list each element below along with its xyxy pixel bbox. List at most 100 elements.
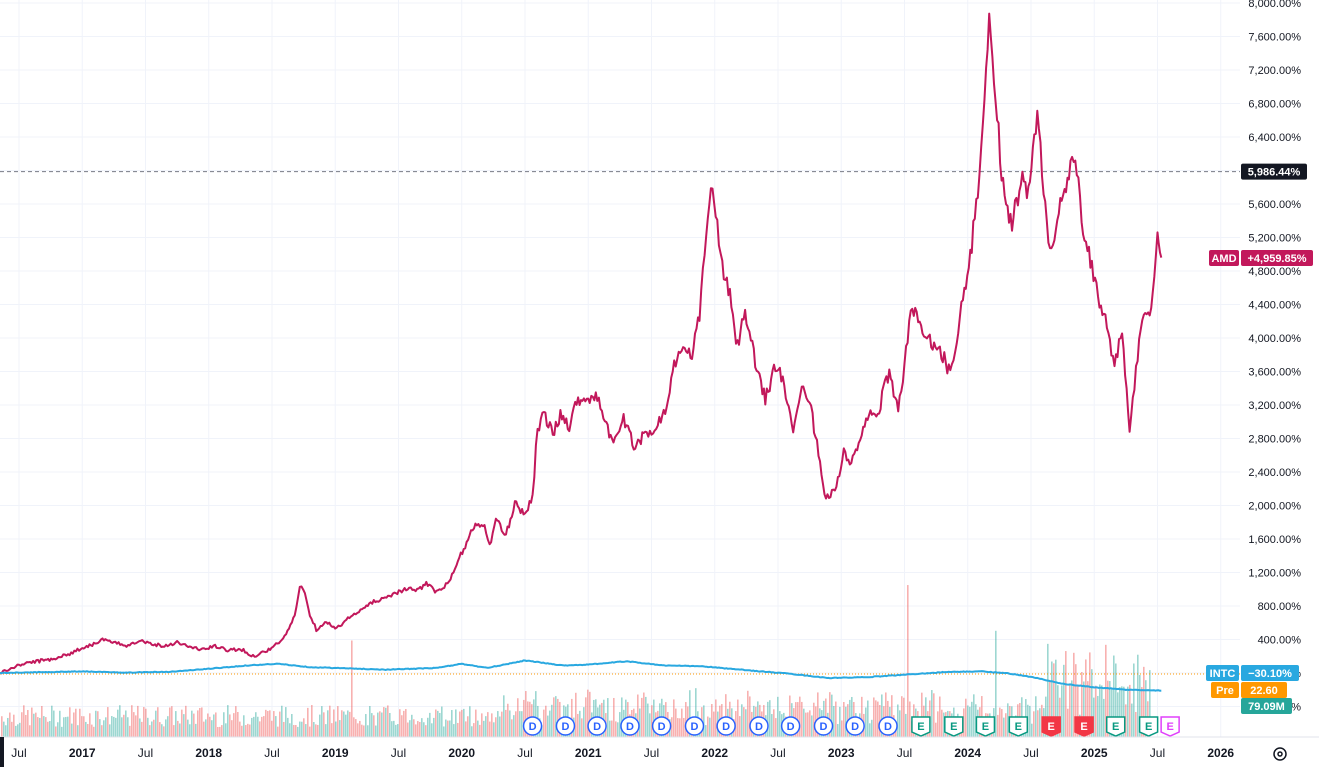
volume-bar bbox=[799, 696, 801, 737]
volume-bar bbox=[581, 718, 583, 737]
volume-bar bbox=[419, 721, 421, 737]
series-tags: 5,986.44% AMD +4,959.85% INTC −30.10% Pre 22.6… bbox=[1206, 163, 1313, 714]
earnings-marker[interactable]: E bbox=[975, 716, 996, 737]
volume-bar bbox=[621, 697, 623, 737]
volume-bar bbox=[395, 724, 397, 737]
volume-bar bbox=[479, 724, 481, 737]
price-scale[interactable]: 8,000.00% 7,600.00% 7,200.00% 6,800.00% 6,40… bbox=[1248, 0, 1301, 747]
dividend-marker[interactable]: D bbox=[684, 716, 705, 736]
y-tick-label: 6,800.00% bbox=[1248, 99, 1301, 111]
volume-bar bbox=[619, 712, 621, 737]
y-tick-label: 4,000.00% bbox=[1248, 333, 1301, 345]
volume-bar bbox=[1121, 686, 1123, 737]
volume-bar bbox=[885, 692, 887, 737]
volume-bar bbox=[1143, 666, 1145, 737]
volume-bar bbox=[571, 698, 573, 737]
scroll-handle[interactable] bbox=[0, 737, 4, 767]
earnings-marker[interactable]: E bbox=[1041, 716, 1061, 737]
volume-bar bbox=[963, 708, 965, 737]
volume-bar bbox=[475, 709, 477, 737]
dividend-marker[interactable]: D bbox=[716, 716, 736, 736]
volume-bar bbox=[501, 711, 503, 737]
dividend-marker[interactable]: D bbox=[845, 716, 865, 736]
dividend-marker[interactable]: D bbox=[813, 716, 834, 736]
volume-bar bbox=[397, 724, 399, 737]
volume-bar bbox=[689, 690, 691, 737]
volume-bar bbox=[833, 706, 835, 737]
volume-bar bbox=[439, 712, 441, 737]
volume-bar bbox=[235, 706, 237, 737]
earnings-marker[interactable]: E bbox=[911, 716, 931, 737]
dividend-marker[interactable]: D bbox=[749, 716, 769, 736]
dividend-marker[interactable]: D bbox=[522, 716, 543, 736]
dividend-marker[interactable]: D bbox=[780, 716, 801, 736]
intc-line[interactable] bbox=[0, 659, 1162, 692]
svg-text:D: D bbox=[529, 721, 537, 733]
y-tick-label: 3,600.00% bbox=[1248, 367, 1301, 379]
amd-line[interactable] bbox=[0, 12, 1163, 675]
volume-bar bbox=[445, 719, 447, 737]
volume-bar bbox=[383, 707, 385, 737]
dividend-marker[interactable]: D bbox=[620, 716, 640, 736]
dividend-marker[interactable]: D bbox=[587, 716, 607, 736]
volume-bar bbox=[401, 715, 403, 737]
volume-bar bbox=[577, 713, 579, 737]
dividend-marker[interactable]: D bbox=[651, 716, 672, 736]
volume-bar bbox=[871, 719, 873, 737]
earnings-marker[interactable]: E bbox=[944, 716, 964, 737]
volume-bar bbox=[775, 718, 777, 737]
volume-bar bbox=[115, 717, 117, 737]
y-tick-label: 800.00% bbox=[1258, 601, 1302, 613]
volume-bar bbox=[217, 726, 219, 737]
svg-text:E: E bbox=[1015, 721, 1022, 733]
volume-bar bbox=[7, 717, 9, 737]
volume-bar bbox=[57, 722, 59, 737]
svg-text:E: E bbox=[1145, 721, 1152, 733]
volume-bar bbox=[273, 711, 275, 737]
earnings-marker[interactable]: E bbox=[1138, 716, 1159, 737]
volume-bar bbox=[357, 723, 359, 737]
volume-bar bbox=[261, 716, 263, 737]
volume-bar bbox=[199, 707, 201, 737]
volume-bar bbox=[323, 712, 325, 737]
svg-text:D: D bbox=[820, 721, 828, 733]
volume-bar bbox=[193, 713, 195, 737]
volume-bar bbox=[805, 712, 807, 737]
volume-bar bbox=[41, 705, 43, 737]
volume-bar bbox=[347, 710, 349, 737]
volume-bar bbox=[207, 713, 209, 737]
volume-bar bbox=[609, 720, 611, 737]
earnings-marker[interactable]: E bbox=[1105, 716, 1126, 737]
volume-bar bbox=[585, 697, 587, 737]
volume-bar bbox=[59, 710, 61, 737]
earnings-marker[interactable]: E bbox=[1008, 716, 1029, 737]
volume-bar bbox=[275, 716, 277, 737]
volume-bar bbox=[393, 720, 395, 737]
volume-bar bbox=[37, 717, 39, 737]
volume-bar bbox=[835, 701, 837, 737]
volume-bar bbox=[499, 716, 501, 737]
volume-bar bbox=[873, 697, 875, 737]
svg-text:D: D bbox=[626, 721, 634, 733]
dividend-marker[interactable]: D bbox=[878, 716, 898, 736]
volume-bar bbox=[1109, 681, 1111, 737]
volume-bar bbox=[61, 726, 63, 737]
volume-bar bbox=[877, 701, 879, 737]
earnings-marker[interactable]: E bbox=[1160, 716, 1180, 737]
dividend-marker[interactable]: D bbox=[555, 716, 576, 736]
volume-bar bbox=[771, 714, 773, 737]
volume-bar bbox=[269, 710, 271, 737]
time-scale[interactable]: Jul 2017 Jul 2018 Jul 2019 Jul 2020 Jul 2021 Jul 20… bbox=[0, 736, 1319, 772]
volume-bar bbox=[355, 719, 357, 737]
volume-bar bbox=[503, 695, 505, 737]
volume-bar bbox=[681, 708, 683, 737]
volume-bar bbox=[293, 724, 295, 737]
volume-bar bbox=[547, 715, 549, 737]
earnings-marker[interactable]: E bbox=[1074, 716, 1094, 737]
gear-icon[interactable] bbox=[1273, 747, 1287, 761]
volume-bar bbox=[211, 720, 213, 737]
x-tick-label: 2023 bbox=[828, 746, 855, 760]
volume-bar bbox=[997, 714, 999, 737]
